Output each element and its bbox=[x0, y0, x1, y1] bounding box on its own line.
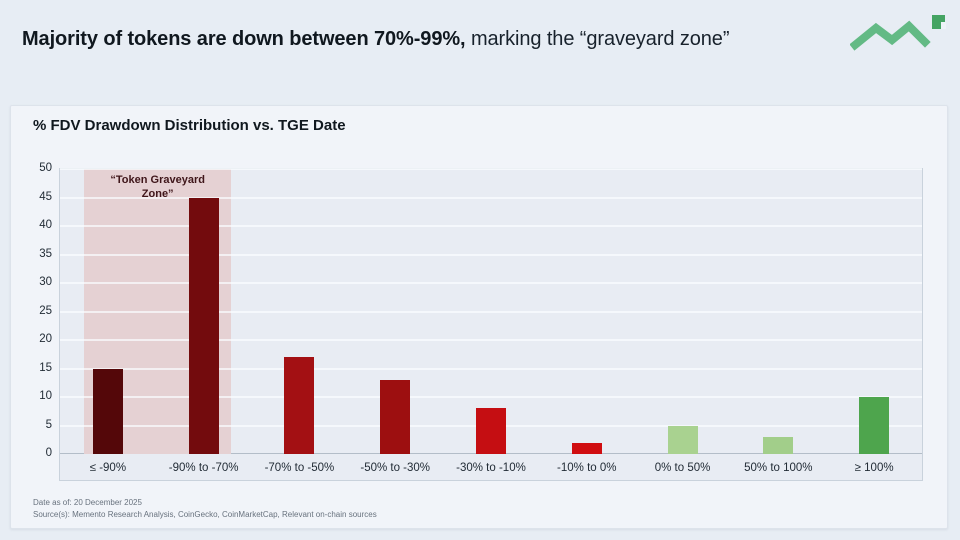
x-axis-category-label: -30% to -10% bbox=[456, 462, 526, 474]
memento-zigzag-logo-icon bbox=[850, 15, 946, 51]
y-axis-tick-label: 25 bbox=[39, 304, 52, 317]
gridline bbox=[60, 310, 922, 313]
chart-card: % FDV Drawdown Distribution vs. TGE Date… bbox=[10, 105, 948, 529]
plot-frame: “Token Graveyard Zone” 0 5 10 15 20 25 30 35 40 45… bbox=[39, 162, 923, 481]
y-axis-tick-label: 0 bbox=[45, 447, 52, 459]
graveyard-zone-label: “Token Graveyard Zone” bbox=[110, 174, 205, 200]
y-axis-tick-label: 35 bbox=[39, 247, 52, 260]
gridline bbox=[60, 225, 922, 227]
y-axis-tick-label: 5 bbox=[45, 418, 52, 431]
y-axis-tick-label: 30 bbox=[39, 276, 52, 288]
y-axis-tick-label: 15 bbox=[39, 361, 52, 374]
y-axis-tick-label: 10 bbox=[39, 390, 52, 402]
gridline bbox=[60, 396, 922, 398]
footer-date: Date as of: 20 December 2025 bbox=[33, 498, 142, 507]
x-axis-category-label: -50% to -30% bbox=[360, 462, 431, 474]
bar bbox=[763, 436, 794, 454]
bar bbox=[380, 379, 411, 454]
x-axis-category-label: -70% to -50% bbox=[264, 462, 335, 474]
gridline bbox=[60, 168, 922, 170]
plot-area: “Token Graveyard Zone” 0 5 10 15 20 25 30 35 40 45… bbox=[39, 162, 922, 474]
gridline bbox=[60, 339, 922, 341]
footer-sources: Source(s): Memento Research Analysis, Co… bbox=[33, 510, 377, 519]
page-title-regular: marking the “graveyard zone” bbox=[465, 28, 730, 50]
gridline bbox=[60, 253, 922, 256]
chart-title: % FDV Drawdown Distribution vs. TGE Date bbox=[33, 117, 346, 134]
x-axis-category-label: 0% to 50% bbox=[654, 462, 711, 474]
bar bbox=[859, 397, 890, 454]
gridline bbox=[60, 196, 922, 199]
x-axis-category-label: -10% to 0% bbox=[557, 462, 617, 474]
bar bbox=[92, 368, 123, 454]
y-axis-tick-label: 20 bbox=[39, 333, 52, 345]
page-title-bold: Majority of tokens are down between 70%-… bbox=[22, 28, 466, 50]
bar bbox=[667, 425, 698, 454]
page-header: Majority of tokens are down between 70%-… bbox=[22, 26, 872, 53]
bar bbox=[476, 408, 506, 454]
y-axis-tick-label: 50 bbox=[39, 162, 52, 174]
logo-zigzag-line bbox=[850, 20, 931, 51]
y-axis-tick-label: 40 bbox=[39, 219, 52, 231]
bar bbox=[571, 442, 602, 454]
bar bbox=[284, 357, 315, 454]
logo-square-notch bbox=[941, 22, 946, 29]
x-axis-category-label: -90% to -70% bbox=[168, 462, 239, 474]
bar bbox=[188, 197, 219, 454]
gridline bbox=[60, 282, 922, 284]
x-axis-category-label: ≤ -90% bbox=[89, 462, 127, 474]
x-axis-category-label: ≥ 100% bbox=[854, 462, 894, 474]
chart-footer: Date as of: 20 December 2025 Source(s): … bbox=[33, 497, 377, 521]
page-title: Majority of tokens are down between 70%-… bbox=[22, 26, 872, 53]
x-axis-category-label: 50% to 100% bbox=[744, 462, 813, 474]
y-axis-tick-label: 45 bbox=[39, 190, 52, 203]
gridline bbox=[60, 367, 922, 370]
